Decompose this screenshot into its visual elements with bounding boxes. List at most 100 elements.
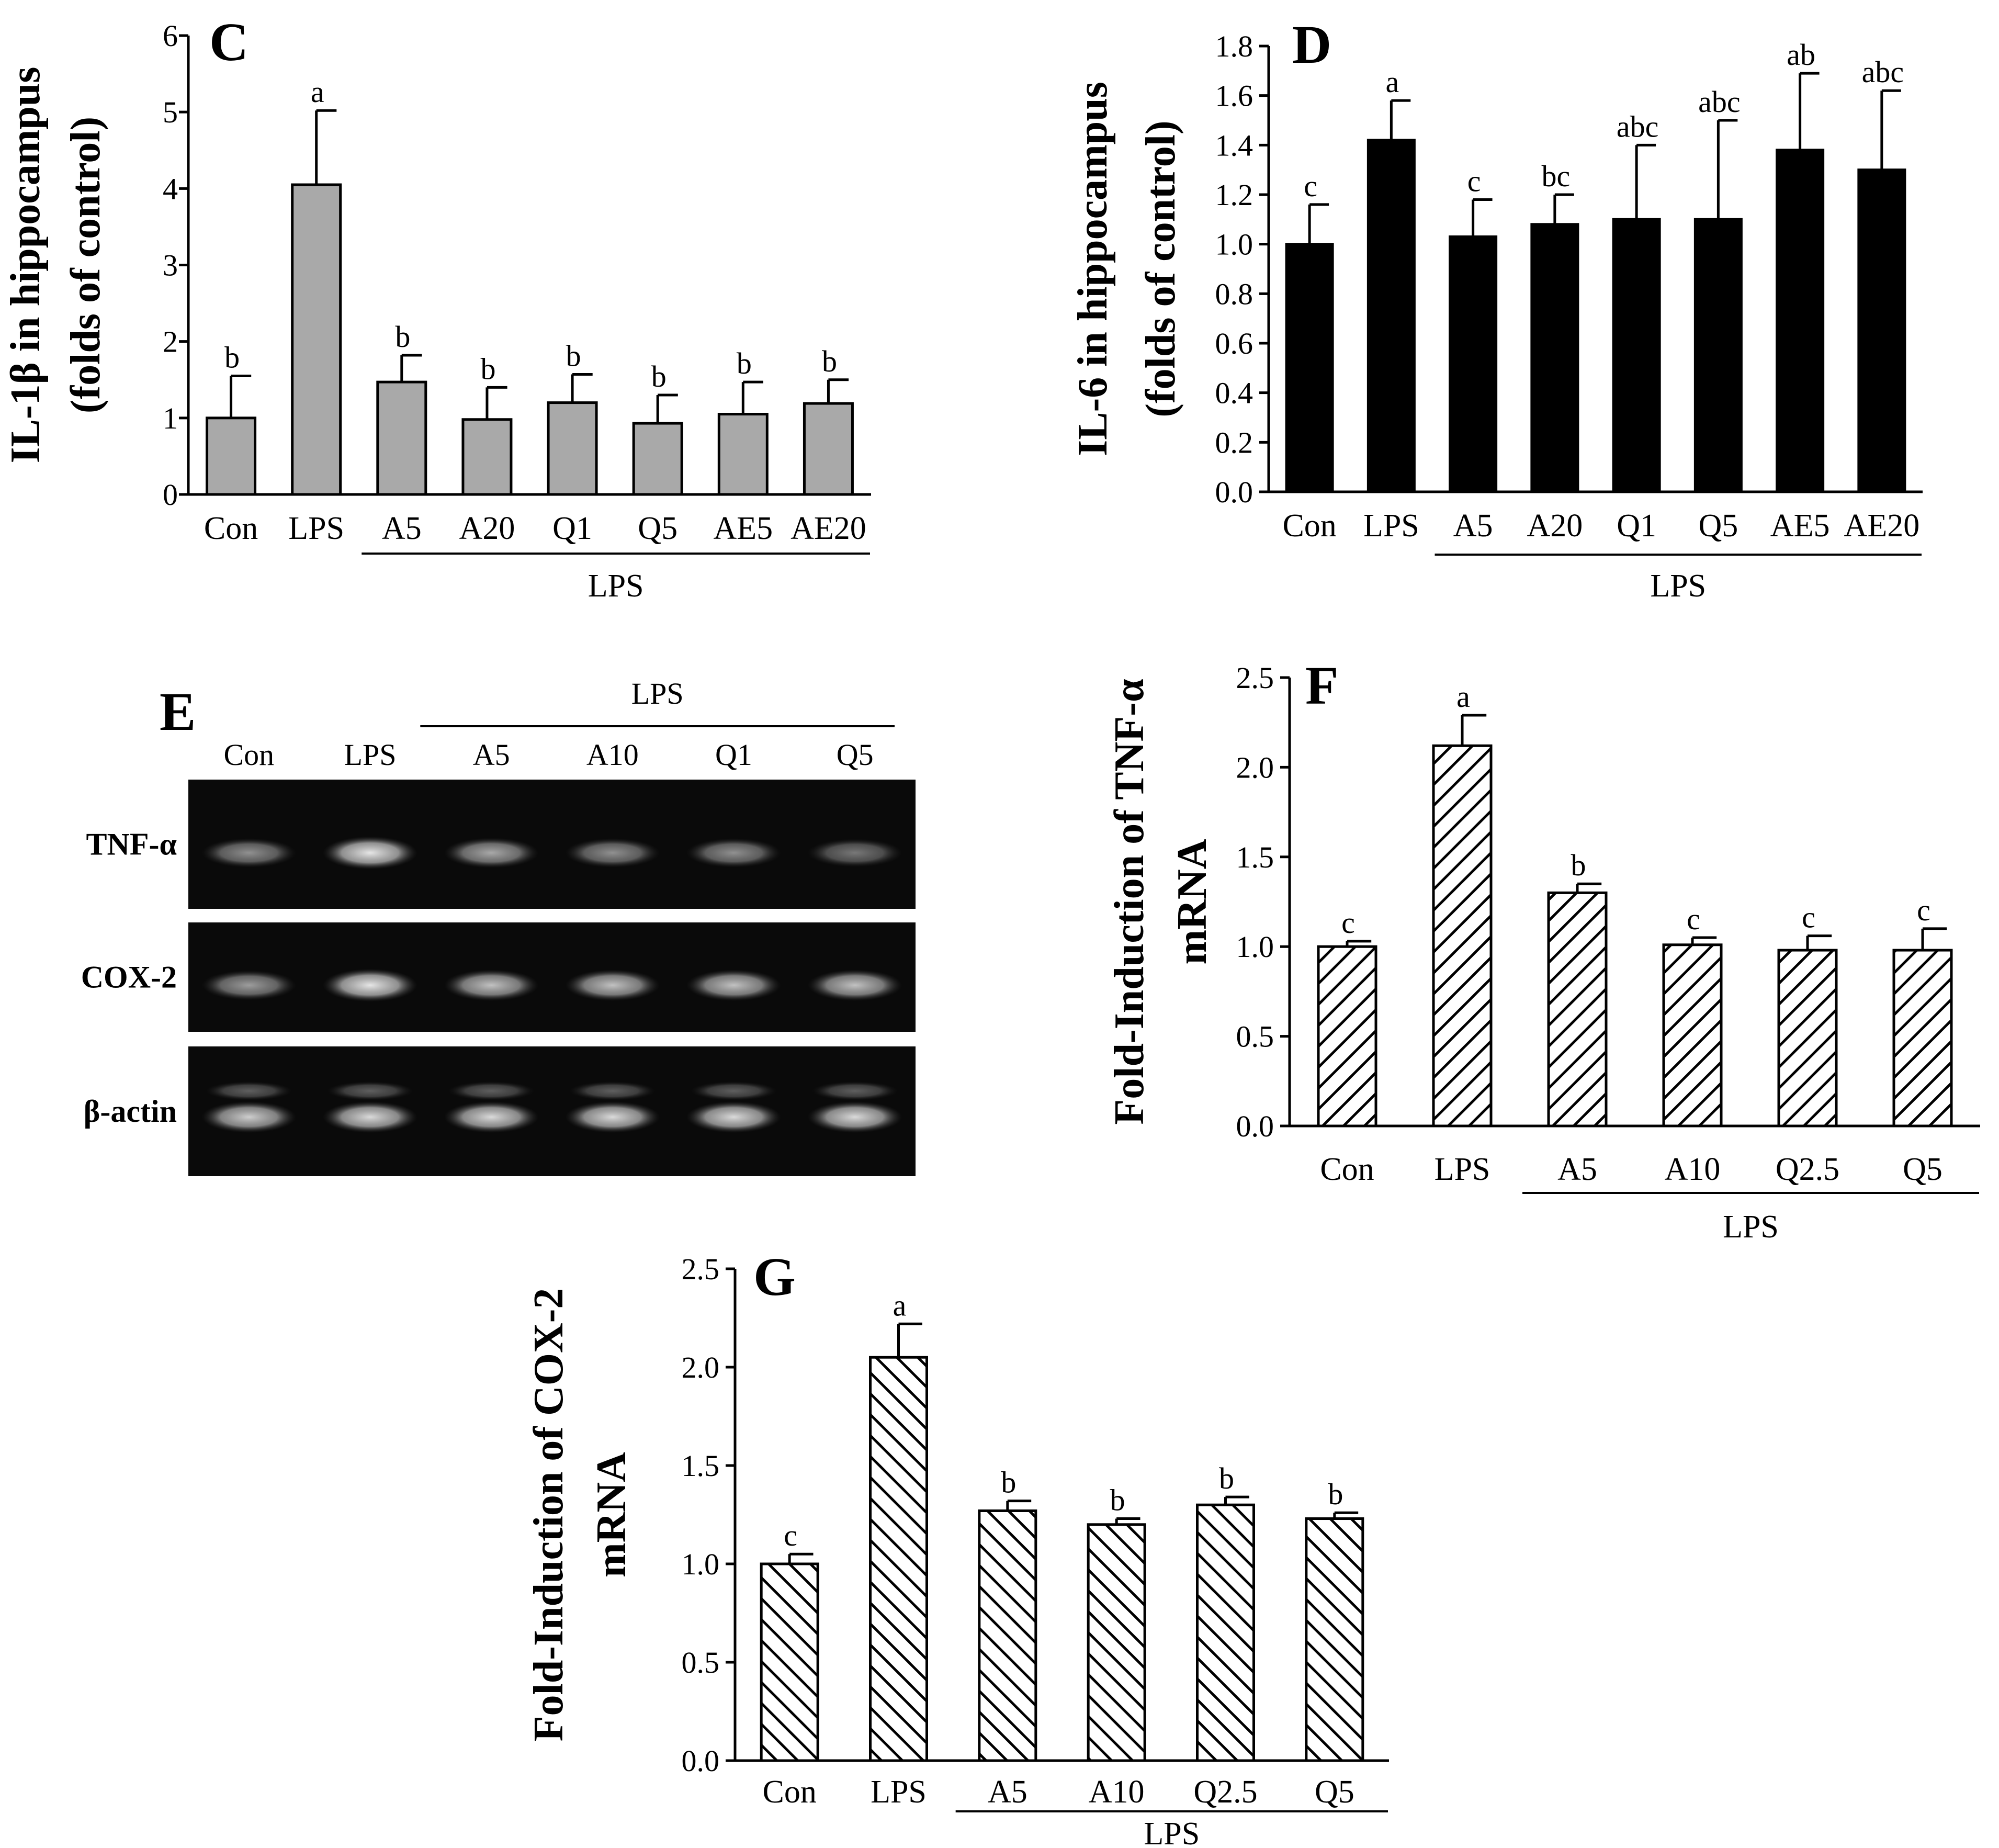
y-tick-label: 0 bbox=[163, 478, 178, 512]
x-tick-label: Con bbox=[204, 511, 258, 546]
y-tick-label: 1.0 bbox=[682, 1547, 720, 1581]
gel-band-faint bbox=[691, 1081, 777, 1100]
chart-panel-c: C 0 1 2 3 4 5 6 IL-1β in hippocampus (folds of co… bbox=[3, 12, 871, 604]
bar bbox=[1857, 168, 1906, 493]
gel-band bbox=[807, 970, 902, 1001]
significance-letter: abc bbox=[1617, 109, 1659, 143]
bar bbox=[978, 1509, 1037, 1762]
y-tick-label: 1.0 bbox=[1215, 228, 1253, 262]
gel-panel: E LPS Con LPS A5 A10 Q1 Q5 TNF-α COX-2 β-actin bbox=[81, 677, 916, 1176]
panel-label: G bbox=[753, 1247, 796, 1307]
y-tick-label: 4 bbox=[163, 172, 178, 206]
x-tick-label: A5 bbox=[1557, 1152, 1597, 1187]
bar bbox=[760, 1562, 819, 1762]
y-axis-title: Fold-Induction of COX-2 bbox=[526, 1288, 572, 1742]
y-axis-title: Fold-Induction of TNF-α bbox=[1106, 679, 1153, 1124]
y-tick-label: 2.0 bbox=[682, 1350, 720, 1384]
group-label: LPS bbox=[1650, 568, 1706, 604]
bar bbox=[1693, 218, 1743, 493]
bar bbox=[1449, 235, 1498, 493]
panel-label: D bbox=[1292, 15, 1331, 75]
y-tick-label: 1.5 bbox=[682, 1449, 720, 1483]
bar bbox=[1317, 945, 1377, 1128]
x-tick-label: A10 bbox=[1665, 1152, 1721, 1187]
gel-strip bbox=[188, 780, 916, 909]
group-label: LPS bbox=[1144, 1816, 1200, 1848]
significance-letter: b bbox=[480, 352, 495, 386]
significance-letter: b bbox=[566, 339, 581, 373]
y-tick-label: 6 bbox=[163, 19, 178, 53]
gel-group-label: LPS bbox=[631, 677, 684, 711]
gel-band bbox=[807, 1101, 902, 1133]
x-tick-label: A5 bbox=[382, 511, 422, 546]
y-tick-label: 0.2 bbox=[1215, 425, 1253, 459]
bar bbox=[1196, 1503, 1255, 1762]
y-tick-label: 2.5 bbox=[1236, 661, 1274, 695]
y-tick-label: 1 bbox=[163, 401, 178, 435]
bar bbox=[1547, 891, 1608, 1128]
gel-row-label: β-actin bbox=[84, 1094, 177, 1129]
x-tick-label: Con bbox=[1282, 508, 1336, 544]
gel-band-faint bbox=[448, 1081, 535, 1100]
bar bbox=[461, 418, 513, 496]
gel-lane-label: Q1 bbox=[715, 738, 752, 772]
bar bbox=[1530, 223, 1579, 493]
significance-letter: c bbox=[1687, 902, 1700, 936]
gel-strip bbox=[188, 1046, 916, 1176]
significance-letter: a bbox=[311, 75, 324, 109]
bar bbox=[869, 1356, 928, 1762]
y-tick-label: 0.0 bbox=[682, 1744, 720, 1778]
y-tick-label: 1.0 bbox=[1236, 930, 1274, 964]
bar bbox=[632, 422, 683, 496]
x-tick-label: A20 bbox=[1527, 508, 1583, 544]
y-axis-title: IL-1β in hippocampus bbox=[3, 67, 49, 464]
bar bbox=[717, 413, 769, 496]
gel-band-faint bbox=[812, 1081, 898, 1100]
gel-lane-label: LPS bbox=[344, 738, 397, 772]
x-tick-label: A5 bbox=[1453, 508, 1493, 544]
gel-band bbox=[201, 970, 297, 1000]
significance-letter: b bbox=[1571, 848, 1586, 882]
x-tick-label: AE5 bbox=[1770, 508, 1830, 544]
bar bbox=[1662, 943, 1723, 1128]
x-tick-label: Q5 bbox=[1903, 1152, 1942, 1187]
significance-letter: ab bbox=[1787, 38, 1815, 72]
bar bbox=[1432, 744, 1493, 1128]
significance-letter: c bbox=[784, 1518, 797, 1552]
y-axis-title: mRNA bbox=[1169, 839, 1215, 964]
panel-label: F bbox=[1305, 656, 1339, 716]
y-tick-label: 0.5 bbox=[682, 1646, 720, 1680]
gel-lane-label: A10 bbox=[586, 738, 639, 772]
gel-band bbox=[201, 1101, 297, 1133]
gel-band bbox=[323, 836, 417, 870]
charts-layer: C 0 1 2 3 4 5 6 IL-1β in hippocampus (folds of co… bbox=[3, 12, 1980, 1848]
y-tick-label: 5 bbox=[163, 95, 178, 129]
panel-label: E bbox=[160, 682, 196, 742]
y-axis-title: mRNA bbox=[589, 1452, 635, 1577]
x-tick-label: A5 bbox=[988, 1774, 1027, 1810]
x-tick-label: Q5 bbox=[1698, 508, 1738, 544]
bar bbox=[206, 416, 257, 496]
gel-row bbox=[188, 780, 916, 909]
y-axis-title: IL-6 in hippocampus bbox=[1070, 82, 1116, 456]
significance-letter: b bbox=[651, 359, 667, 393]
significance-letter: b bbox=[822, 344, 837, 378]
bar bbox=[1892, 949, 1953, 1128]
bar bbox=[1087, 1523, 1146, 1762]
y-tick-label: 0.4 bbox=[1215, 376, 1253, 410]
bar bbox=[1776, 149, 1825, 493]
significance-letter: c bbox=[1304, 169, 1317, 203]
gel-lane-label: A5 bbox=[473, 738, 510, 772]
significance-letter: c bbox=[1341, 906, 1355, 940]
y-tick-label: 1.2 bbox=[1215, 178, 1253, 212]
group-label: LPS bbox=[588, 568, 644, 604]
significance-letter: c bbox=[1467, 164, 1481, 198]
significance-letter: b bbox=[224, 340, 240, 374]
y-tick-label: 1.4 bbox=[1215, 128, 1253, 162]
significance-letter: a bbox=[1456, 680, 1470, 714]
bar bbox=[1366, 139, 1416, 493]
x-tick-label: Q5 bbox=[1315, 1774, 1354, 1810]
x-tick-label: Q2.5 bbox=[1193, 1774, 1257, 1810]
bar bbox=[1305, 1517, 1364, 1762]
gel-lane-label: Con bbox=[223, 738, 274, 772]
